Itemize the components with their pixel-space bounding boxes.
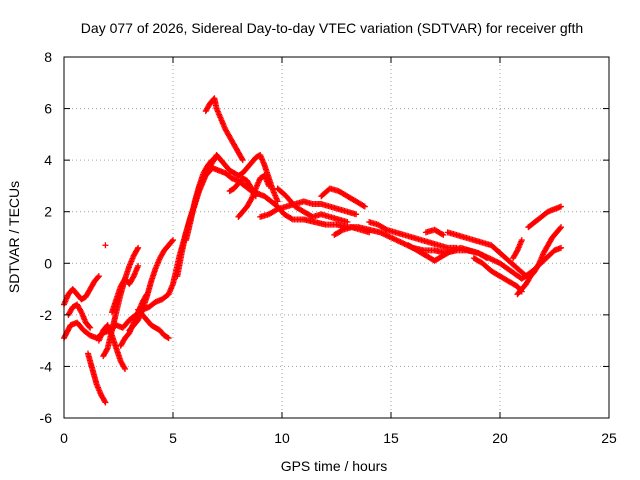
data-point-marker [95, 274, 102, 281]
data-point-marker [247, 197, 254, 204]
x-tick-label: 0 [60, 430, 68, 446]
data-point-marker [522, 272, 529, 279]
y-tick-label: -6 [40, 410, 53, 426]
x-tick-label: 20 [492, 430, 508, 446]
plot-frame [63, 56, 610, 419]
data-point-marker [558, 244, 565, 251]
y-axis-label: SDTVAR / TECUs [6, 181, 22, 293]
data-point-marker [77, 307, 84, 314]
data-point-marker [130, 274, 137, 281]
data-point-marker [102, 242, 109, 249]
data-point-marker [102, 399, 109, 406]
axis-ticks: 0 5 10 15 20 25 -6 -4 -2 0 2 4 6 8 [40, 49, 617, 446]
data-point-marker [353, 211, 360, 218]
data-point-marker [239, 155, 246, 162]
data-point-marker [169, 238, 176, 245]
data-point-marker [440, 231, 447, 238]
data-point-marker [361, 203, 368, 210]
data-point-marker [558, 224, 565, 231]
data-point-marker [382, 226, 389, 233]
data-point-marker [288, 215, 295, 222]
data-point-marker [122, 366, 129, 373]
data-point-marker [165, 335, 172, 342]
x-tick-label: 10 [274, 430, 290, 446]
data-point-marker [482, 254, 489, 261]
data-point-marker [558, 203, 565, 210]
data-point-marker [439, 231, 446, 238]
y-tick-label: 6 [44, 101, 52, 117]
data-point-marker [518, 237, 525, 244]
data-point-marker [121, 364, 128, 371]
grid [64, 57, 609, 418]
data-point-marker [447, 248, 454, 255]
chart-title: Day 077 of 2026, Sidereal Day-to-day VTE… [81, 20, 583, 36]
data-point-marker [535, 261, 542, 268]
data-point-marker [274, 198, 281, 205]
y-tick-label: 2 [44, 204, 52, 220]
data-point-marker [360, 202, 367, 209]
data-point-marker [239, 157, 246, 164]
y-tick-label: 8 [44, 49, 52, 65]
data-point-marker [483, 255, 490, 262]
data-point-marker [557, 225, 564, 232]
x-tick-label: 25 [601, 430, 617, 446]
data-point-marker [95, 273, 102, 280]
data-point-marker [134, 246, 141, 253]
data-point-marker [87, 324, 94, 331]
data-point-marker [344, 219, 351, 226]
data-point-marker [135, 262, 142, 269]
data-point-marker [513, 248, 520, 255]
y-tick-label: -4 [40, 358, 53, 374]
data-point-marker [135, 244, 142, 251]
data-point-marker [170, 237, 176, 244]
y-tick-label: 4 [44, 152, 52, 168]
data-point-marker [86, 323, 93, 330]
data-points [61, 95, 565, 406]
data-point-marker [273, 206, 280, 213]
data-point-marker [101, 398, 108, 405]
data-point-marker [103, 346, 110, 353]
y-tick-label: -2 [40, 307, 53, 323]
data-point-marker [366, 229, 373, 236]
x-axis-label: GPS time / hours [281, 458, 388, 474]
y-tick-label: 0 [44, 255, 52, 271]
data-point-marker [265, 182, 272, 189]
data-point-marker [338, 227, 345, 234]
x-tick-label: 5 [169, 430, 177, 446]
x-tick-label: 15 [383, 430, 399, 446]
